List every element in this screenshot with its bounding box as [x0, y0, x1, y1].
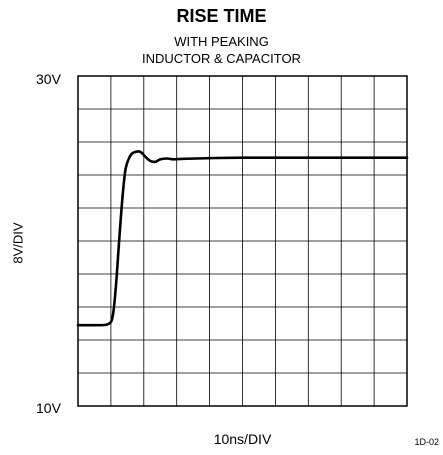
series-line — [76, 150, 409, 327]
y-tick-label-bottom: 10V — [36, 400, 61, 416]
plot-frame — [77, 75, 408, 407]
y-tick-label-top: 30V — [36, 71, 61, 87]
chart-grid — [78, 76, 407, 406]
figure-code: 1D-02 — [414, 437, 439, 447]
y-axis-label: 8V/DIV — [10, 222, 26, 264]
x-axis-label: 10ns/DIV — [213, 431, 272, 447]
chart-title: RISE TIME — [176, 6, 267, 26]
chart-subtitle-line-1: WITH PEAKING — [174, 34, 269, 49]
chart-subtitle-line-2: INDUCTOR & CAPACITOR — [142, 51, 301, 66]
